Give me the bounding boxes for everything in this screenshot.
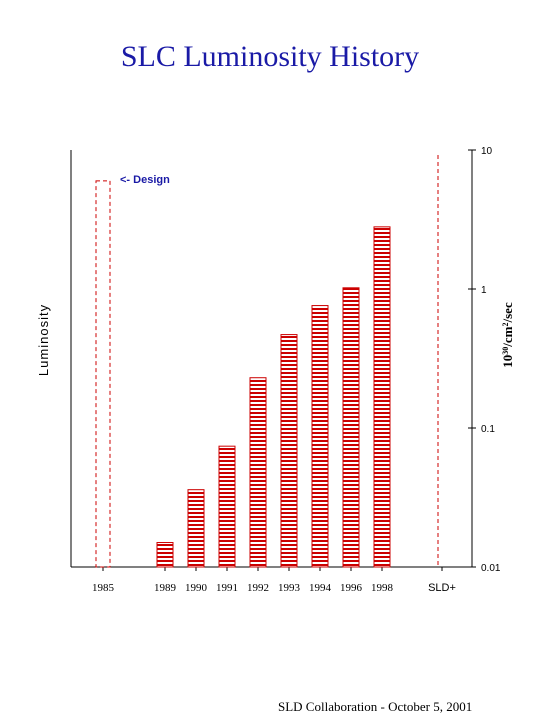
chart-title: SLC Luminosity History (120, 40, 420, 73)
x-tick-label: 1996 (340, 582, 363, 594)
x-tick-label: 1991 (216, 582, 238, 594)
design-bar (95, 180, 111, 568)
unit-area: /cm (500, 326, 515, 347)
chart-axes (70, 149, 476, 571)
x-tick-label: 1989 (154, 582, 177, 594)
unit-exponent: 30 (501, 347, 510, 355)
unit-base: 10 (500, 355, 515, 368)
chart-bars (95, 155, 439, 568)
design-annotation: <- Design (120, 174, 170, 186)
y-axis-label-left: Luminosity (36, 304, 51, 376)
bar-1994 (311, 305, 329, 568)
bar-1991 (218, 445, 236, 568)
y-tick-label: 0.01 (481, 563, 501, 574)
y-axis-label-right: 1030/cm2/sec (500, 302, 515, 368)
x-tick-label: SLD+ (428, 582, 456, 594)
x-tick-label: 1993 (278, 582, 301, 594)
bar-1990 (187, 489, 205, 568)
bar-1998 (373, 226, 391, 568)
x-tick-label: 1992 (247, 582, 269, 594)
y-tick-label: 0.1 (481, 424, 495, 435)
x-tick-label: 1994 (309, 582, 332, 594)
unit-time: /sec (500, 302, 515, 323)
bar-1993 (280, 334, 298, 568)
footer-credit: SLD Collaboration - October 5, 2001 (278, 699, 473, 714)
y-tick-label: 10 (481, 146, 493, 157)
y-tick-label: 1 (481, 285, 487, 296)
x-tick-label: 1990 (185, 582, 208, 594)
unit-area-exponent: 2 (501, 323, 510, 327)
chart-labels: 10 1 0.1 0.01 1985 1989 1990 1991 1992 1993 1994 19… (36, 146, 515, 594)
bar-1996 (342, 287, 360, 568)
x-tick-label: 1998 (371, 582, 394, 594)
bar-1992 (249, 377, 267, 568)
x-tick-label: 1985 (92, 582, 115, 594)
bar-1989 (156, 542, 174, 568)
